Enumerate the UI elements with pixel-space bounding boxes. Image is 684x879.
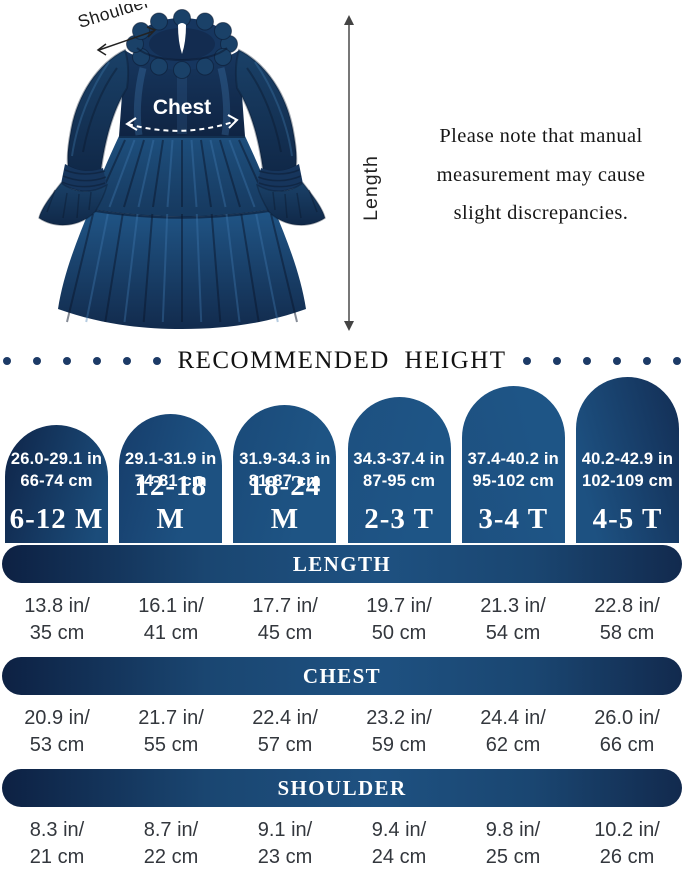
- measurement-note: Please note that manual measurement may …: [398, 117, 684, 233]
- chest-values-row: 20.9 in/53 cm 21.7 in/55 cm 22.4 in/57 c…: [0, 695, 684, 767]
- value-cell: 10.2 in/26 cm: [594, 819, 660, 868]
- dress-illustration: Shoulder Chest: [38, 4, 326, 329]
- size-arch-12-18m: 29.1-31.9 in 74-81 cm 12-18 M: [119, 414, 223, 543]
- chest-label: Chest: [153, 96, 211, 119]
- dress-bodice: [119, 50, 245, 138]
- value-cell: 20.9 in/53 cm: [24, 707, 90, 756]
- recommended-height-header: RECOMMENDED HEIGHT: [0, 344, 684, 378]
- size-arch-3-4t: 37.4-40.2 in 95-102 cm 3-4 T: [461, 386, 565, 543]
- value-cell: 8.7 in/22 cm: [143, 819, 199, 868]
- note-line: Please note that manual: [439, 125, 643, 147]
- value-cell: 13.8 in/35 cm: [24, 595, 90, 644]
- banner-label: CHEST: [302, 663, 382, 688]
- size-label: 4-5 T: [592, 503, 663, 535]
- value-cell: 17.7 in/45 cm: [252, 595, 318, 644]
- size-arch-4-5t: 40.2-42.9 in 102-109 cm 4-5 T: [575, 377, 679, 543]
- height-range: 26.0-29.1 in 66-74 cm: [10, 450, 103, 490]
- value-cell: 22.4 in/57 cm: [252, 707, 318, 756]
- height-range: 34.3-37.4 in 87-95 cm: [353, 450, 445, 490]
- size-label: 2-3 T: [364, 503, 434, 535]
- value-cell: 22.8 in/58 cm: [594, 595, 660, 644]
- height-range: 40.2-42.9 in 102-109 cm: [581, 450, 674, 490]
- height-range: 31.9-34.3 in 81-87 cm: [239, 450, 331, 490]
- keyhole-opening: [178, 23, 186, 54]
- dress-sleeves: [38, 48, 326, 226]
- dot-icon: [552, 357, 561, 365]
- chest-section: CHEST 20.9 in/53 cm 21.7 in/55 cm 22.4 i…: [0, 657, 684, 767]
- value-cell: 19.7 in/50 cm: [366, 595, 432, 644]
- chest-annotation: Chest: [125, 96, 239, 132]
- value-cell: 9.1 in/23 cm: [257, 819, 313, 868]
- dot-icon: [153, 357, 162, 365]
- value-cell: 16.1 in/41 cm: [138, 595, 204, 644]
- dot-icon: [63, 357, 72, 365]
- chest-measure-arc-icon: [127, 120, 237, 132]
- value-cell: 21.3 in/54 cm: [480, 595, 546, 644]
- dots-right: [522, 357, 681, 365]
- dot-icon: [93, 357, 102, 365]
- length-section: LENGTH 13.8 in/35 cm 16.1 in/41 cm 17.7 …: [0, 545, 684, 655]
- dot-icon: [522, 357, 531, 365]
- recommended-height-title: RECOMMENDED HEIGHT: [177, 347, 507, 374]
- size-arch-2-3t: 34.3-37.4 in 87-95 cm 2-3 T: [347, 397, 451, 543]
- dots-left: [3, 357, 162, 365]
- value-cell: 8.3 in/21 cm: [29, 819, 85, 868]
- dot-icon: [642, 357, 651, 365]
- shoulder-banner: SHOULDER: [2, 769, 682, 807]
- size-label: 18-24 M: [248, 470, 322, 535]
- value-cell: 21.7 in/55 cm: [138, 707, 204, 756]
- size-label: 3-4 T: [478, 503, 549, 535]
- shoulder-section: SHOULDER 8.3 in/21 cm 8.7 in/22 cm 9.1 i…: [0, 769, 684, 879]
- product-measurement-diagram: Shoulder Chest Length Please note that m…: [0, 0, 684, 344]
- length-banner: LENGTH: [2, 545, 682, 583]
- shoulder-arrow-icon: [98, 30, 155, 51]
- dress-skirt: [58, 136, 306, 329]
- height-range: 29.1-31.9 in 74-81 cm: [125, 450, 217, 490]
- chest-banner: CHEST: [2, 657, 682, 695]
- size-arch-6-12m: 26.0-29.1 in 66-74 cm 6-12 M: [5, 425, 108, 543]
- value-cell: 24.4 in/62 cm: [480, 707, 546, 756]
- value-cell: 9.4 in/24 cm: [371, 819, 427, 868]
- dot-icon: [3, 357, 12, 365]
- dot-icon: [672, 357, 681, 365]
- value-cell: 9.8 in/25 cm: [485, 819, 541, 868]
- banner-label: LENGTH: [292, 551, 392, 576]
- value-cell: 23.2 in/59 cm: [366, 707, 432, 756]
- dot-icon: [582, 357, 591, 365]
- dot-icon: [123, 357, 132, 365]
- size-arch-18-24m: 31.9-34.3 in 81-87 cm 18-24 M: [233, 405, 337, 543]
- value-cell: 26.0 in/66 cm: [594, 707, 660, 756]
- height-range: 37.4-40.2 in 95-102 cm: [467, 450, 559, 490]
- length-label: Length: [360, 155, 382, 221]
- size-label: 6-12 M: [9, 503, 104, 535]
- length-values-row: 13.8 in/35 cm 16.1 in/41 cm 17.7 in/45 c…: [0, 583, 684, 655]
- dot-icon: [33, 357, 42, 365]
- note-line: slight discrepancies.: [453, 202, 629, 224]
- note-line: measurement may cause: [436, 163, 646, 186]
- shoulder-values-row: 8.3 in/21 cm 8.7 in/22 cm 9.1 in/23 cm 9…: [0, 807, 684, 879]
- banner-label: SHOULDER: [277, 775, 407, 800]
- size-label: 12-18 M: [134, 470, 208, 535]
- length-measure-arrow: Length: [344, 15, 382, 331]
- size-arches: 26.0-29.1 in 66-74 cm 6-12 M 29.1-31.9 in…: [0, 377, 684, 543]
- dot-icon: [612, 357, 621, 365]
